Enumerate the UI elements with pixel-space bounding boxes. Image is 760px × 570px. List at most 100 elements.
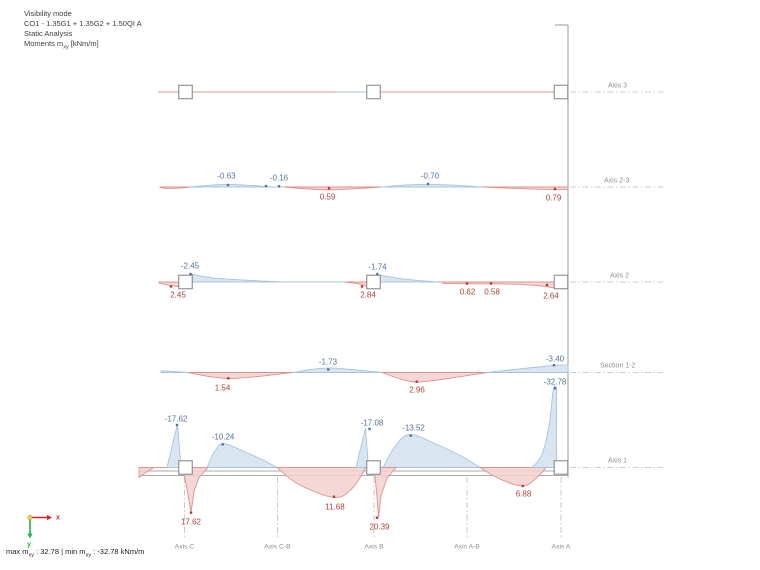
moment-value-label: 0.79	[545, 193, 562, 203]
value-node-dot	[368, 427, 371, 431]
moment-fill-blue	[166, 423, 182, 468]
moment-fill-red	[159, 186, 191, 189]
moment-value-label: -1.73	[318, 357, 338, 367]
x-axis-label: x	[56, 514, 60, 521]
moment-fill-blue	[531, 385, 557, 468]
moment-value-label: -2.45	[180, 261, 200, 271]
moment-value-label: 0.58	[484, 287, 500, 297]
result-extremes: max mxy : 32.78 | min mxy : -32.78 kNm/m	[6, 547, 145, 559]
moment-value-label: -17.08	[360, 418, 384, 428]
moment-fill-blue	[486, 364, 569, 373]
moment-value-label: -10.24	[211, 432, 235, 442]
result-header: Visibility mode CO1 - 1.35G1 + 1.35G2 + …	[24, 9, 142, 53]
grid-axis-label: Axis C-B	[264, 543, 291, 550]
column-node	[178, 274, 193, 290]
moment-value-label: 11.68	[325, 502, 345, 512]
header-load-combination: CO1 - 1.35G1 + 1.35G2 + 1.50QI A	[24, 19, 142, 28]
moment-value-label: 2.64	[543, 291, 559, 300]
y-axis-label: y	[27, 541, 31, 548]
value-node-dot	[189, 511, 193, 514]
value-node-dot	[426, 182, 430, 186]
value-node-dot	[221, 443, 224, 446]
axis-name-label-axis-3: Axis 3	[608, 82, 628, 89]
grid-axis-label: Axis B	[364, 543, 384, 550]
value-node-dot	[264, 184, 268, 188]
value-node-dot	[489, 282, 493, 285]
moment-fill-blue	[160, 370, 189, 373]
value-node-dot	[415, 380, 418, 383]
moment-fill-blue	[191, 273, 284, 283]
moment-value-label: -1.74	[368, 262, 387, 272]
grid-axis-label: Axis C	[174, 543, 195, 550]
column-node	[178, 84, 193, 100]
value-node-dot	[332, 495, 336, 498]
value-node-dot	[465, 282, 469, 285]
moment-value-label: 2.84	[360, 290, 376, 300]
value-node-dot	[521, 484, 524, 488]
value-node-dot	[227, 377, 230, 380]
moment-fill-red	[344, 281, 368, 288]
moment-value-label: 2.45	[170, 290, 186, 300]
moment-fill-red	[158, 281, 180, 288]
axis-name-label-section-1-2: Section 1-2	[600, 362, 636, 370]
moment-value-label: -13.52	[402, 423, 425, 432]
moment-fill-red	[478, 467, 547, 487]
value-node-dot	[277, 185, 281, 188]
value-node-dot	[327, 368, 330, 371]
moment-value-label: -0.70	[420, 171, 440, 181]
value-node-dot	[226, 183, 230, 187]
moment-fill-red	[481, 186, 569, 191]
column-node	[178, 460, 193, 475]
moment-fill-blue	[189, 184, 273, 188]
moment-fill-red	[275, 467, 367, 498]
moment-value-label: -3.40	[545, 354, 565, 364]
header-result-type: Moments mxy [kNm/m]	[24, 39, 99, 51]
moment-value-label: 20.39	[369, 522, 390, 532]
moment-fill-red	[138, 467, 156, 479]
moment-fill-blue	[382, 434, 482, 468]
moment-fill-red	[373, 467, 397, 518]
moment-fill-red	[187, 372, 294, 379]
value-node-dot	[375, 516, 379, 519]
y-axis-arrowhead	[27, 533, 33, 539]
moment-value-label: -0.16	[269, 173, 289, 183]
moment-value-label: -17.62	[164, 414, 188, 424]
axis-name-label-axis-2: Axis 2	[610, 272, 630, 279]
origin-node	[27, 514, 33, 521]
axis-name-label-axis-2-3: Axis 2-3	[604, 177, 630, 184]
column-node	[366, 84, 381, 100]
moment-value-label: 0.59	[319, 192, 336, 202]
moment-fill-red	[283, 186, 382, 191]
value-node-dot	[376, 272, 379, 276]
value-node-dot	[360, 285, 364, 288]
column-node	[553, 84, 569, 100]
value-node-dot	[189, 272, 192, 276]
grid-axis-label: Axis A-B	[454, 543, 480, 550]
value-node-dot	[175, 423, 179, 427]
value-node-dot	[409, 434, 412, 437]
value-node-dot	[169, 285, 173, 288]
column-node	[366, 274, 381, 290]
header-visibility-mode: Visibility mode	[24, 9, 72, 18]
moment-fill-blue	[206, 443, 278, 468]
moment-value-label: 17.62	[180, 517, 202, 527]
column-node	[553, 460, 569, 475]
moment-value-label: 6.88	[515, 489, 532, 499]
moment-value-label: 0.62	[459, 287, 476, 297]
axis-name-label-axis-1: Axis 1	[608, 457, 628, 465]
moment-value-label: -32.78	[543, 377, 567, 387]
value-node-dot	[545, 283, 549, 287]
column-node	[366, 460, 381, 475]
header-analysis-type: Static Analysis	[24, 29, 73, 38]
moment-value-label: -0.63	[217, 171, 236, 181]
moment-value-label: 2.96	[409, 385, 425, 395]
moment-fill-blue	[379, 274, 439, 283]
grid-axis-label: Axis A	[551, 543, 571, 550]
moment-fill-blue	[380, 183, 483, 188]
moment-fill-blue	[355, 427, 369, 468]
column-node	[553, 274, 569, 290]
moment-fill-blue	[292, 367, 383, 373]
value-node-dot	[552, 364, 556, 367]
